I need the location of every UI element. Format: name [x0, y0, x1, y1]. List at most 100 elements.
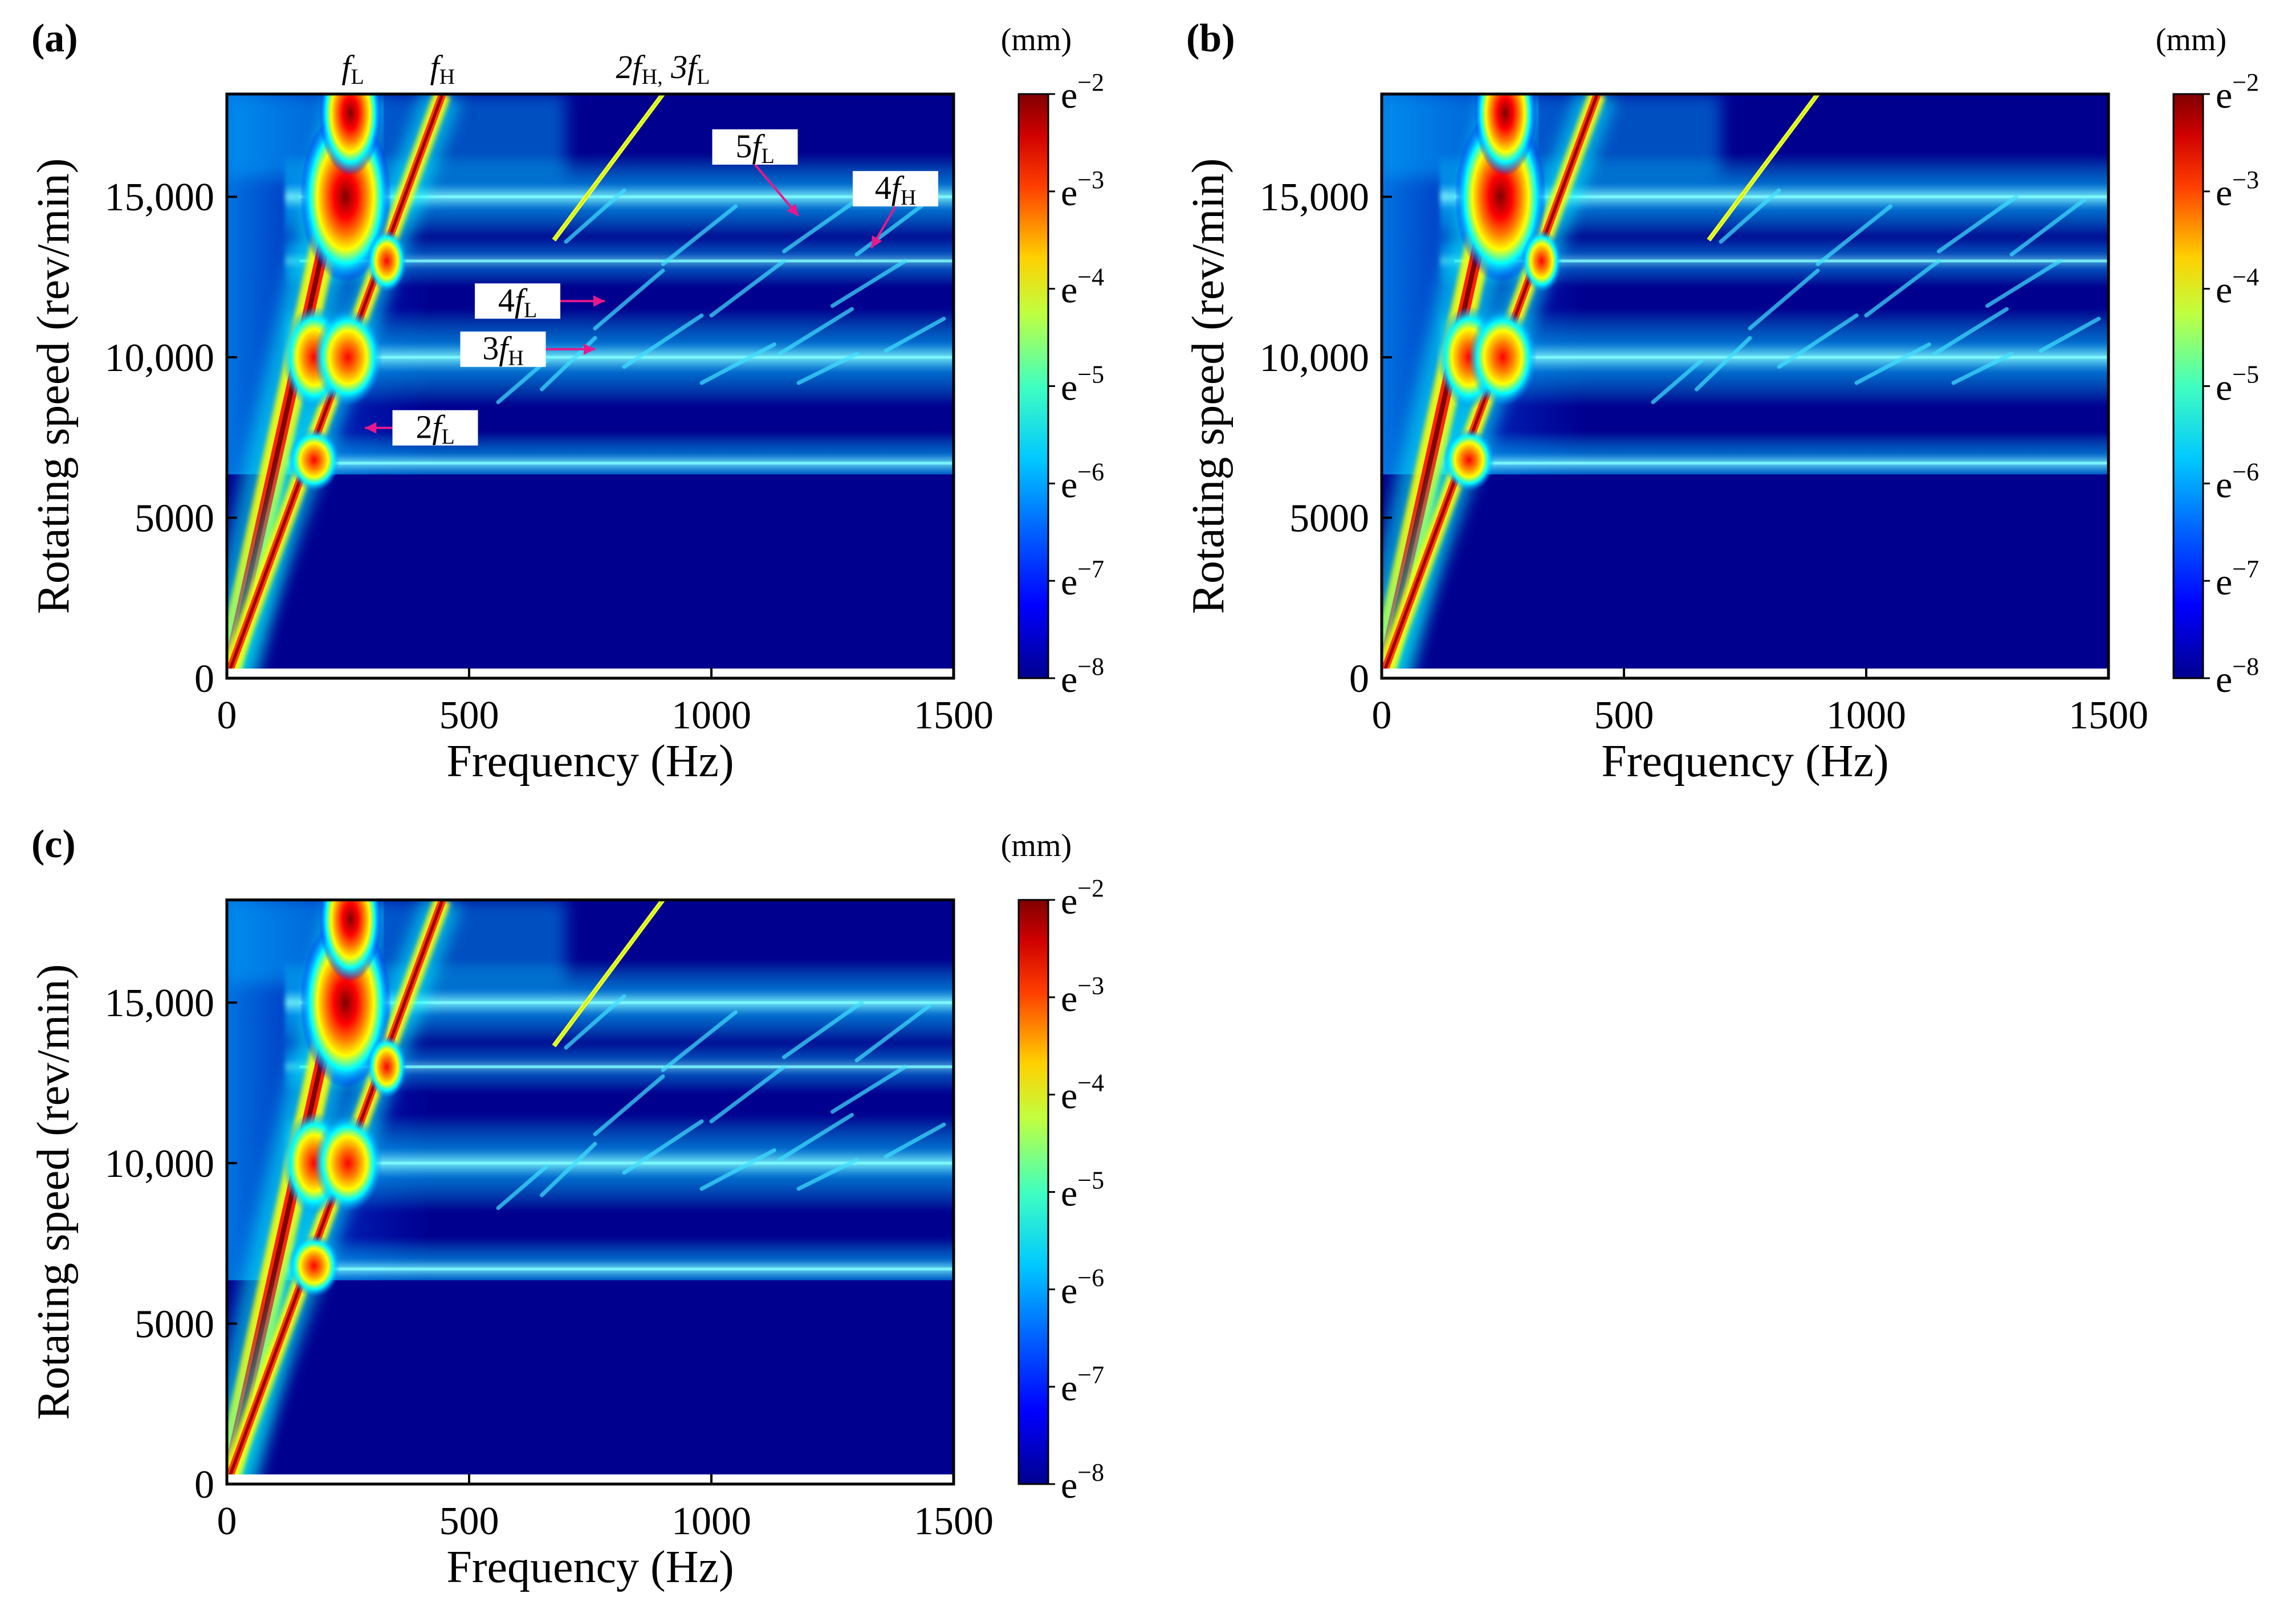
colorbar-gradient	[2172, 93, 2204, 679]
plot-frame	[225, 92, 955, 680]
harmonic-streak-3	[1777, 313, 1859, 369]
colorbar-tick-label: e−7	[1061, 1361, 1104, 1409]
critical-speed-peak-4	[367, 1035, 407, 1098]
x-tick-label: 500	[1594, 694, 1654, 737]
harmonic-streak-6	[699, 1148, 776, 1191]
annotation-arrow-head	[584, 343, 595, 355]
critical-speed-peak-5	[319, 900, 382, 982]
annotation-5fL: 5fL	[712, 128, 800, 217]
y-axis-title: Rotating speed (rev/min)	[29, 964, 79, 1420]
critical-speed-peak-2	[314, 308, 382, 406]
harmonic-streak-6	[1854, 342, 1931, 385]
x-tick-label: 500	[439, 694, 499, 737]
x-tick-label: 0	[217, 1499, 237, 1543]
ridge-2fH3fL	[552, 94, 665, 242]
harmonic-streak-7	[777, 1112, 854, 1162]
x-tick-label: 0	[217, 694, 237, 737]
x-axis-title: Frequency (Hz)	[446, 736, 734, 786]
quiet-region	[227, 474, 954, 678]
harmonic-streak-4	[1864, 259, 1941, 318]
colorbar-tick-label: e−3	[1061, 166, 1104, 214]
colorbar-tick-label: e−7	[1061, 555, 1104, 603]
colorbar-unit: (mm)	[2156, 22, 2226, 58]
y-tick-label: 0	[194, 1463, 214, 1507]
x-tick-label: 1000	[671, 1499, 751, 1543]
y-tick-label: 15,000	[105, 981, 215, 1025]
colorbar-unit: (mm)	[1001, 828, 1072, 863]
y-tick-label: 5000	[135, 496, 214, 540]
harmonic-streak-9	[854, 198, 931, 257]
y-axis-title: Rotating speed (rev/min)	[1183, 158, 1234, 614]
colorbar-tick-label: e−2	[1061, 874, 1104, 922]
chart-panel-a: (a) 0 500 1000 1500 0 5000 10,000 15,000 Frequenc…	[29, 17, 1104, 786]
harmonic-streak-0	[540, 1142, 597, 1197]
x-axis-title: Frequency (Hz)	[1601, 736, 1888, 786]
y-tick-label: 5000	[1289, 496, 1369, 540]
annotation-arrow-head	[787, 203, 799, 217]
ridge-core	[1708, 94, 1819, 241]
harmonic-streak-10	[1951, 352, 2014, 385]
harmonic-streak-7	[1932, 307, 2009, 356]
colorbar-gradient	[1017, 93, 1049, 679]
critical-speed-peak-4	[1521, 229, 1562, 292]
critical-speed-peak-3	[288, 1234, 340, 1298]
critical-speed-peak-3	[288, 429, 340, 492]
y-tick-label: 10,000	[105, 1142, 215, 1186]
colorbar-tick-label: e−5	[1061, 1167, 1104, 1214]
x-tick-label: 1000	[671, 694, 751, 737]
annotation-label: 2fL	[416, 409, 454, 449]
harmonic-streak-11	[884, 316, 946, 353]
y-tick-label: 10,000	[1260, 336, 1370, 380]
resonance-band-1	[285, 1114, 954, 1212]
harmonic-streak-9	[2009, 198, 2086, 257]
x-tick-label: 1000	[1826, 694, 1906, 737]
harmonic-streak-8	[831, 259, 907, 308]
colorbar-tick-label: e−5	[1061, 361, 1104, 409]
harmonic-streak-2	[1815, 204, 1892, 266]
y-tick-label: 15,000	[1260, 176, 1370, 219]
colorbar-tick-label: e−8	[1061, 1458, 1104, 1506]
heatmap-area	[227, 900, 954, 1484]
harmonic-streak-12	[564, 188, 626, 244]
y-tick-label: 0	[1349, 657, 1369, 701]
harmonic-streak-2	[661, 204, 738, 266]
x-tick-label: 500	[439, 1499, 499, 1543]
harmonic-streak-10	[796, 1157, 859, 1191]
chart-panel-b: (b) 0 500 1000 1500 0 5000 10,000 15,000 Frequenc…	[1183, 17, 2259, 786]
annotation-box	[712, 129, 798, 165]
x-tick-label: 1500	[914, 1499, 994, 1543]
colorbar-tick-label: e−7	[2216, 555, 2259, 603]
colorbar-tick-label: e−3	[1061, 972, 1104, 1020]
critical-speed-peak-3	[1443, 429, 1495, 492]
ridge-2fH3fL	[1707, 94, 1820, 242]
harmonic-streak-8	[1985, 259, 2062, 308]
harmonic-streak-4	[709, 1065, 786, 1124]
annotation-2fL: 2fL	[365, 409, 478, 449]
annotation-4fH: 4fH	[853, 169, 938, 249]
plot-frame	[225, 898, 955, 1486]
x-axis-title: Frequency (Hz)	[446, 1542, 734, 1592]
resonance-band-1	[1440, 308, 2108, 406]
harmonic-streak-13	[496, 358, 549, 405]
panel-label: (c)	[31, 822, 76, 866]
colorbar-tick-label: e−4	[1061, 1069, 1104, 1117]
ridge-top-label: 2fH, 3fL	[616, 48, 710, 89]
harmonic-streak-0	[1695, 336, 1752, 392]
heatmap-area	[227, 94, 954, 678]
harmonic-streak-11	[884, 1122, 946, 1159]
harmonic-streak-13	[1651, 358, 1704, 405]
x-tick-label: 1500	[2069, 694, 2148, 737]
panel-label: (a)	[31, 17, 78, 60]
y-axis-title: Rotating speed (rev/min)	[29, 158, 79, 614]
harmonic-streak-1	[1748, 268, 1820, 331]
ridge-core	[553, 94, 664, 241]
annotation-3fH: 3fH	[460, 330, 595, 370]
x-tick-label: 1500	[914, 694, 994, 737]
colorbar-tick-label: e−8	[2216, 653, 2259, 700]
y-tick-label: 10,000	[105, 336, 215, 380]
harmonic-streak-10	[796, 352, 859, 385]
annotation-box	[460, 331, 546, 367]
annotation-arrow-head	[365, 422, 377, 434]
quiet-region	[1382, 474, 2108, 678]
panel-label: (b)	[1186, 17, 1235, 60]
